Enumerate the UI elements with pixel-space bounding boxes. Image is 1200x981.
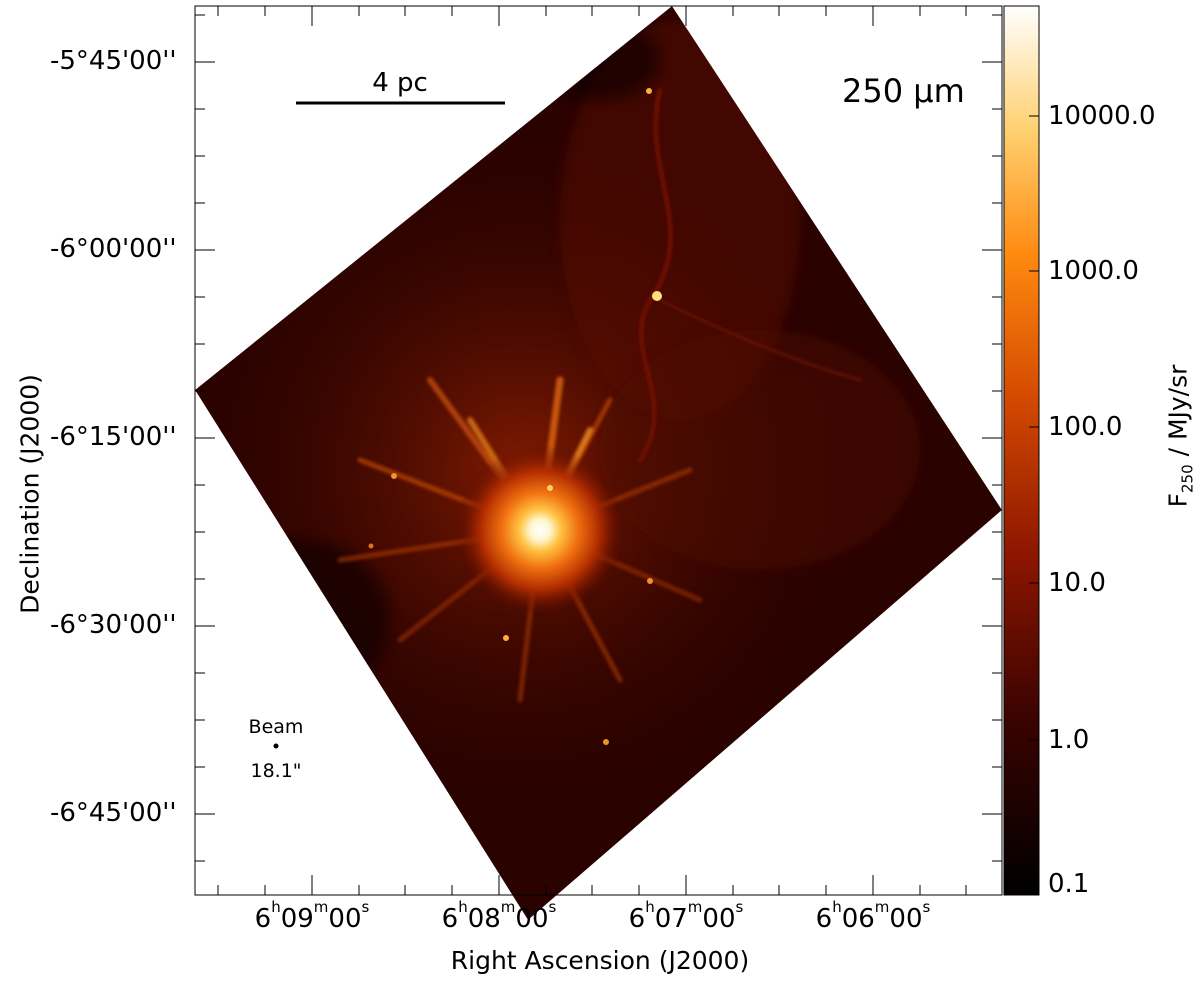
wavelength-label: 250 µm xyxy=(842,72,965,110)
ra-ticks xyxy=(217,6,967,895)
dec-tick-label: -6°45'00'' xyxy=(50,798,177,828)
beam-size-label: 18.1" xyxy=(250,760,302,782)
colorbar-tick-label: 100.0 xyxy=(1048,412,1123,442)
dec-tick-label: -6°30'00'' xyxy=(50,610,177,640)
colorbar-title: F250 / MJy/sr xyxy=(1163,364,1197,508)
ra-tick-label: 6h08m00s xyxy=(441,898,557,935)
dec-tick-label: -6°15'00'' xyxy=(50,422,177,452)
ra-tick-label: 6h06m00s xyxy=(815,898,931,935)
plot-frame xyxy=(194,5,1003,896)
colorbar-tick-label: 1000.0 xyxy=(1048,256,1139,286)
image-footprint xyxy=(195,6,1002,920)
colorbar-tick-label: 1.0 xyxy=(1048,725,1090,755)
scale-bar-label: 4 pc xyxy=(372,68,428,98)
dec-tick-label: -6°00'00'' xyxy=(50,234,177,264)
beam-label: Beam xyxy=(248,716,304,738)
colorbar-tick-label: 0.1 xyxy=(1048,869,1090,899)
ra-tick-label: 6h07m00s xyxy=(628,898,744,935)
colorbar xyxy=(1003,5,1040,896)
colorbar-tick-label: 10.0 xyxy=(1048,568,1106,598)
compact-sources xyxy=(368,88,662,745)
beam-marker xyxy=(273,743,279,749)
ra-tick-label: 6h09m00s xyxy=(254,898,370,935)
colorbar-ticks xyxy=(1029,115,1039,885)
dec-ticks xyxy=(195,14,1002,862)
x-axis-title: Right Ascension (J2000) xyxy=(450,946,750,975)
colorbar-tick-label: 10000.0 xyxy=(1048,101,1156,131)
dec-tick-label: -5°45'00'' xyxy=(50,46,177,76)
y-axis-title: Declination (J2000) xyxy=(15,374,45,614)
